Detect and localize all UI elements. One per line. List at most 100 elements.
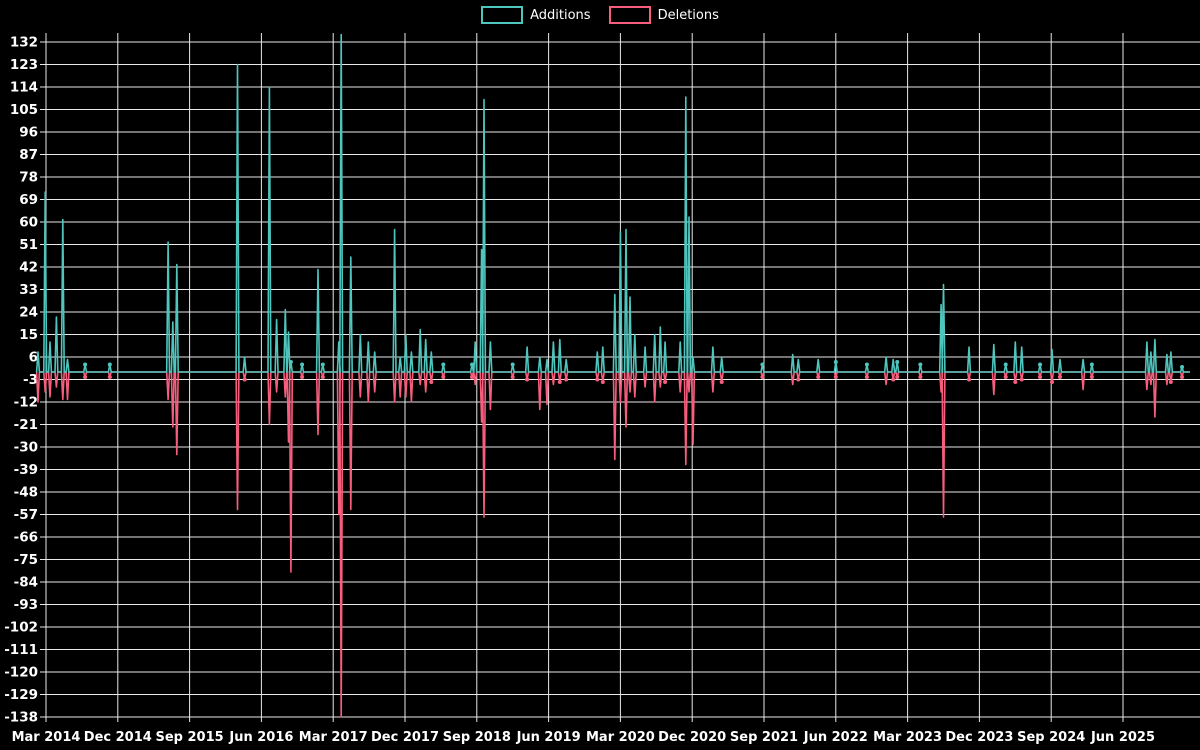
additions-point-marker: [864, 362, 869, 367]
y-axis-tick-label: 6: [29, 350, 38, 366]
x-axis-tick-label: Dec 2017: [371, 730, 439, 745]
additions-point-marker: [1089, 362, 1094, 367]
x-axis-tick-label: Jun 2025: [1090, 730, 1155, 745]
y-axis-tick-label: -12: [14, 395, 38, 411]
additions-point-marker: [833, 360, 838, 364]
additions-point-marker: [1003, 362, 1008, 367]
y-axis-tick-label: 69: [19, 192, 38, 208]
x-axis-tick-label: Dec 2023: [945, 730, 1013, 745]
deletions-point-marker: [320, 375, 325, 379]
additions-point-marker: [288, 360, 293, 364]
deletions-point-marker: [595, 377, 600, 382]
y-axis-tick-label: -129: [4, 687, 38, 703]
y-axis-tick-label: -84: [14, 575, 38, 591]
y-axis-tick-label: -138: [4, 710, 38, 726]
y-axis-tick-label: -111: [4, 642, 38, 658]
x-axis-tick-label: Dec 2020: [658, 730, 726, 745]
y-axis-tick-label: 78: [19, 170, 38, 186]
y-axis-tick-label: 96: [19, 125, 38, 141]
y-axis-tick-label: 123: [10, 57, 38, 73]
deletions-point-marker: [663, 380, 668, 384]
deletions-point-marker: [1003, 375, 1008, 379]
deletions-point-marker: [510, 375, 515, 379]
x-axis-labels: Mar 2014 Dec 2014 Sep 2015 Jun 2016 Mar 2017…: [12, 730, 1155, 745]
additions-point-marker: [470, 362, 475, 367]
deletions-point-marker: [816, 375, 821, 379]
additions-point-marker: [1038, 362, 1043, 367]
y-axis-tick-label: 87: [19, 147, 38, 163]
deletions-point-marker: [760, 375, 765, 379]
x-axis-tick-label: Mar 2023: [873, 730, 942, 745]
additions-point-marker: [320, 362, 325, 367]
deletions-point-marker: [1168, 380, 1173, 384]
y-axis-tick-label: -75: [14, 552, 38, 568]
y-axis-tick-label: -57: [14, 507, 38, 523]
y-axis-tick-label: 105: [10, 102, 38, 118]
deletions-point-marker: [564, 377, 569, 382]
deletions-point-marker: [107, 375, 112, 379]
additions-point-marker: [760, 362, 765, 367]
chart-legend: Additions Deletions: [0, 6, 1200, 24]
additions-point-marker: [107, 362, 112, 367]
x-axis-tick-label: Sep 2021: [730, 730, 798, 745]
additions-point-marker: [510, 362, 515, 367]
x-axis-tick-label: Dec 2014: [84, 730, 152, 745]
deletions-point-marker: [1180, 375, 1185, 379]
deletions-point-marker: [796, 377, 801, 382]
deletions-point-marker: [1057, 375, 1062, 379]
y-axis-tick-label: -120: [4, 665, 38, 681]
deletions-point-marker: [1019, 377, 1024, 382]
x-axis-tick-label: Sep 2015: [155, 730, 223, 745]
x-axis-tick-label: Mar 2020: [586, 730, 655, 745]
y-axis-tick-label: -39: [14, 462, 38, 478]
x-axis-tick-label: Jun 2016: [228, 730, 293, 745]
x-axis-tick-label: Sep 2024: [1017, 730, 1085, 745]
deletions-point-marker: [525, 377, 530, 382]
deletions-point-marker: [429, 380, 434, 384]
additions-point-marker: [83, 362, 88, 367]
legend-item-deletions[interactable]: Deletions: [608, 6, 719, 24]
additions-point-marker: [895, 360, 900, 364]
x-axis-tick-label: Mar 2014: [12, 730, 81, 745]
y-axis-tick-label: 114: [10, 80, 38, 96]
deletions-point-marker: [918, 375, 923, 379]
deletions-point-marker: [242, 377, 247, 382]
deletions-series-line: [35, 371, 1190, 718]
y-axis-tick-label: -66: [14, 530, 38, 546]
legend-label-additions: Additions: [530, 7, 591, 23]
x-axis-tick-label: Mar 2017: [299, 730, 368, 745]
deletions-point-marker: [1049, 380, 1054, 384]
deletions-point-marker: [864, 375, 869, 379]
y-axis-tick-label: 51: [19, 237, 38, 253]
additions-series-line: [35, 33, 1190, 373]
additions-point-marker: [441, 362, 446, 367]
deletions-point-marker: [719, 380, 724, 384]
additions-point-marker: [1180, 365, 1185, 369]
x-axis-tick-label: Jun 2019: [516, 730, 581, 745]
additions-point-marker: [918, 362, 923, 367]
y-axis-tick-label: -3: [23, 372, 38, 388]
deletions-point-marker: [1038, 375, 1043, 379]
deletions-point-marker: [1013, 380, 1018, 384]
deletions-point-marker: [83, 375, 88, 379]
deletions-point-marker: [470, 375, 475, 379]
y-axis-tick-label: 42: [19, 260, 38, 276]
legend-item-additions[interactable]: Additions: [481, 6, 591, 24]
y-axis-labels: 132 123 114 105 96 87 78 69 60 51 42 33 24 15 6 -3 -12 -2…: [4, 35, 38, 726]
deletions-swatch-icon: [608, 6, 651, 24]
y-axis-tick-label: -48: [14, 485, 38, 501]
deletions-point-marker: [895, 375, 900, 379]
data-point-markers: [83, 360, 1185, 384]
y-axis-tick-label: -30: [14, 440, 38, 456]
x-axis-tick-label: Jun 2022: [803, 730, 868, 745]
y-axis-tick-label: -93: [14, 597, 38, 613]
deletions-point-marker: [891, 377, 896, 382]
y-axis-tick-label: -21: [14, 417, 38, 433]
deletions-point-marker: [1089, 375, 1094, 379]
additions-swatch-icon: [481, 6, 524, 24]
y-axis-tick-label: 33: [19, 282, 38, 298]
x-axis-tick-label: Sep 2018: [443, 730, 511, 745]
additions-point-marker: [300, 362, 305, 367]
